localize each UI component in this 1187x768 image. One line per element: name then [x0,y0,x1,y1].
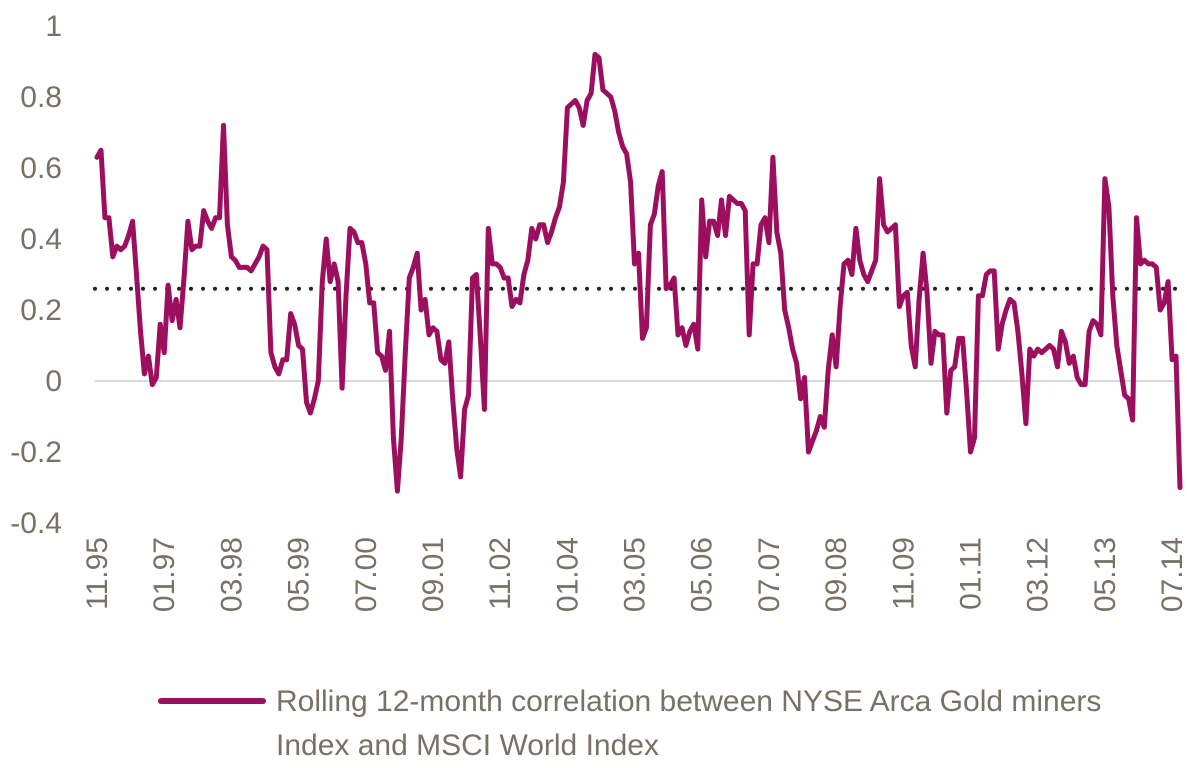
correlation-series-line [94,51,1183,494]
x-tick-label: 01.04 [551,537,584,612]
x-tick-label: 01.97 [148,537,181,612]
y-tick-label: 0.4 [20,223,62,256]
x-tick-label: 11.09 [887,537,920,610]
x-tick-label: 03.12 [1022,537,1055,612]
x-tick-label: 05.13 [1089,537,1122,612]
x-tick-label: 03.98 [215,537,248,612]
x-tick-label: 07.07 [753,537,786,612]
y-tick-label: 0.2 [20,294,62,327]
x-tick-label: 11.95 [81,537,114,610]
x-tick-label: 09.08 [820,537,853,612]
x-tick-label: 01.11 [955,537,988,610]
x-tick-label: 07.14 [1156,537,1187,612]
y-tick-label: 0.8 [20,81,62,114]
y-tick-label: -0.2 [10,436,62,469]
x-tick-label: 03.05 [619,537,652,612]
legend-label: Rolling 12-month correlation between NYS… [276,685,1102,762]
y-tick-label: 0 [45,365,62,398]
x-tick-label: 05.06 [686,537,719,612]
y-tick-label: 1 [45,10,62,43]
legend-line-swatch [158,698,266,704]
y-tick-label: -0.4 [10,507,62,540]
y-tick-label: 0.6 [20,152,62,185]
x-tick-label: 05.99 [283,537,316,612]
x-tick-label: 09.01 [417,537,450,612]
legend: Rolling 12-month correlation between NYS… [158,680,1158,762]
x-tick-label: 07.00 [350,537,383,612]
x-tick-label: 11.02 [484,537,517,610]
